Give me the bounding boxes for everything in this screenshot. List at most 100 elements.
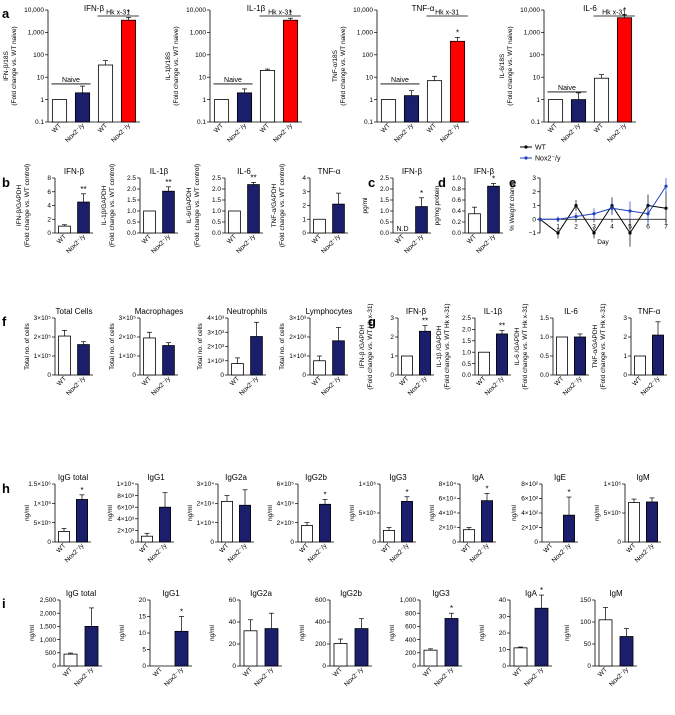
chart-title: IFN-β — [84, 4, 105, 13]
y-tick-label: 50 — [584, 641, 592, 648]
x-category-label: Nox2⁻/y — [227, 542, 249, 564]
bar-1 — [496, 333, 508, 376]
x-category-label: WT — [394, 233, 406, 245]
bar-0 — [556, 336, 568, 376]
panel-label: c — [368, 175, 375, 190]
chart-a4: 0.1 1 10 100 1,000 10,000 IL-6/18S (Fold change… — [499, 4, 636, 144]
bar-0 — [463, 529, 475, 543]
y-tick-label: 2,000 — [40, 610, 57, 617]
significance-star: * — [540, 586, 543, 595]
y-tick-label: 6×10⁴ — [439, 496, 457, 503]
bar-0 — [231, 363, 244, 376]
y-tick-label: 1.5 — [212, 197, 221, 204]
bar-1 — [159, 506, 171, 543]
y-tick-label: 0 — [302, 372, 306, 379]
y-tick-label: 0.6 — [452, 197, 461, 204]
y-tick-label: 1.0 — [212, 208, 221, 215]
y-axis-label: (Fold change vs. WT control) — [109, 164, 116, 247]
x-category-label: WT — [152, 666, 164, 678]
chart-title: Macrophages — [135, 307, 183, 316]
y-tick-label: 0.4 — [452, 208, 461, 215]
data-point — [664, 206, 668, 210]
x-category-label: Nox2⁻/y — [343, 666, 365, 688]
chart-title: IgG2a — [250, 589, 272, 598]
y-tick-label: 3×10³ — [289, 315, 307, 322]
series-line-nox2 — [540, 185, 667, 220]
chart-title: IL-1β — [247, 4, 266, 13]
chart-title: TNF-α — [638, 307, 661, 316]
y-axis-label: (Fold change vs. WT Hk x-31) — [367, 303, 374, 389]
significance-star: * — [323, 490, 326, 499]
bar-1 — [77, 344, 90, 376]
y-axis-label: Total no. of cells — [109, 322, 116, 369]
data-point — [556, 217, 560, 221]
x-category-label: WT — [398, 375, 410, 387]
y-tick-label: 40 — [499, 597, 507, 604]
x-category-label: Nox2⁻/y — [608, 666, 630, 688]
y-tick-label: 5 — [142, 647, 146, 654]
y-tick-label: 2.0 — [212, 186, 221, 193]
y-axis-label: (Fold change vs. WT naive) — [507, 26, 514, 105]
chart-title: IL-1β — [484, 307, 503, 316]
chart-i4: 0 200 400 600 ng/ml IgG2b WT Nox2⁻/y — [299, 589, 372, 688]
significance-star: ** — [422, 317, 428, 326]
data-point — [538, 217, 542, 221]
y-tick-label: 600 — [405, 624, 416, 631]
y-tick-label: 1.5 — [380, 197, 389, 204]
y-tick-label: 8 — [47, 175, 51, 182]
y-tick-label: 10,000 — [24, 7, 44, 14]
chart-i7: 0 50 100 150 ng/ml IgM WT Nox2⁻/y — [564, 589, 637, 688]
bar-0 — [141, 535, 153, 543]
x-category-label: WT — [55, 542, 67, 554]
y-tick-label: 600 — [315, 597, 326, 604]
panel-label: i — [2, 596, 6, 611]
y-tick-label: 10 — [366, 74, 374, 81]
y-axis-label: % Weight change — [509, 180, 516, 231]
y-tick-label: 5×10⁵ — [359, 510, 377, 517]
y-tick-label: 0 — [452, 539, 456, 546]
bar-1 — [77, 201, 90, 234]
significance-star: ** — [80, 185, 86, 194]
x-category-label: Nox2⁻/y — [163, 666, 185, 688]
x-category-label: Nox2⁻/y — [439, 122, 461, 144]
significance-star: * — [405, 488, 408, 497]
significance-star: * — [420, 189, 423, 198]
chart-title: IFN-β — [406, 307, 427, 316]
y-tick-label: 10,000 — [520, 7, 540, 14]
y-axis-label: ng/ml — [479, 625, 486, 641]
x-tick-label: 4 — [610, 223, 614, 230]
bar-0 — [243, 630, 258, 667]
chart-b1: b 0 2 4 6 8 IFN-β/GAPDH (Fold change vs. WT con… — [2, 164, 93, 255]
y-axis-label: ng/ml — [564, 625, 571, 641]
x-category-label: Nox2⁻/y — [307, 542, 329, 564]
bar-0 — [213, 99, 230, 123]
significance-star: * — [623, 6, 626, 15]
y-tick-label: 100 — [362, 52, 373, 59]
y-tick-label: 20 — [499, 630, 507, 637]
chart-title: IFN-β — [64, 167, 85, 176]
y-tick-label: 1.5 — [540, 315, 549, 322]
x-category-label: WT — [138, 542, 150, 554]
y-tick-label: 0.1 — [531, 119, 540, 126]
y-tick-label: 1,000 — [357, 30, 374, 37]
bar-2 — [593, 77, 610, 123]
x-category-label: Nox2⁻/y — [147, 542, 169, 564]
y-tick-label: 2×10³ — [117, 528, 135, 535]
y-tick-label: 2×10³ — [207, 344, 225, 351]
chart-title: IgG2b — [305, 473, 327, 482]
chart-g4: 0 1 2 3 TNF-α/GAPDH (Fold change vs. WT Hk x-… — [592, 303, 667, 397]
y-tick-label: 0.0 — [127, 230, 136, 237]
chart-h2: 0 2×10³ 4×10³ 6×10³ 8×10³ 1×10⁴ ng/ml IgG1 WTNox… — [107, 473, 174, 564]
x-category-label: Nox2⁻/y — [226, 122, 248, 144]
x-tick-label: 1 — [556, 223, 560, 230]
chart-title: IFN-β — [474, 167, 495, 176]
y-tick-label: 1.5×10⁶ — [28, 481, 51, 488]
y-axis-label: Total no. of cells — [279, 322, 286, 369]
y-tick-label: 200 — [315, 641, 326, 648]
y-axis-label: ng/ml — [119, 625, 126, 641]
x-category-label: WT — [542, 542, 554, 554]
y-tick-label: 2.0 — [380, 186, 389, 193]
